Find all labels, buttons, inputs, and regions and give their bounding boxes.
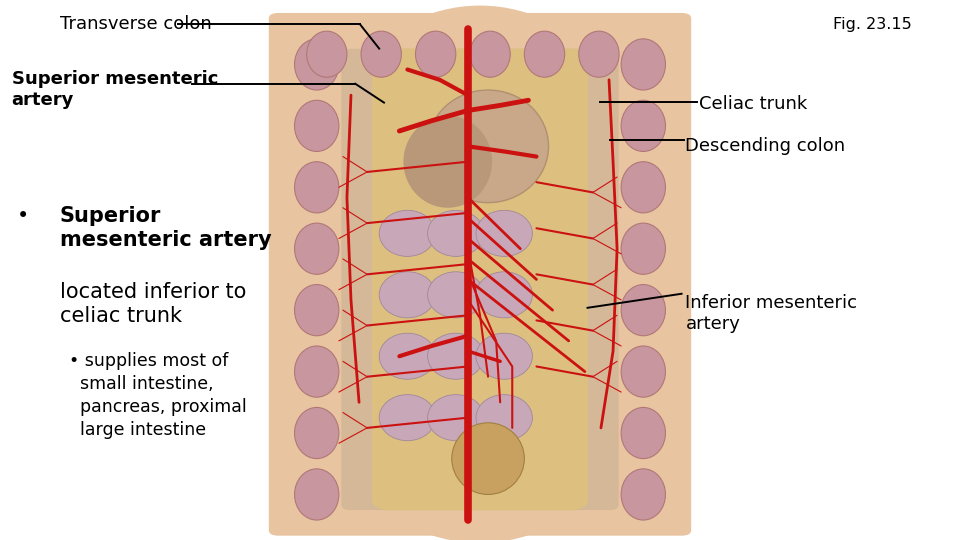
Ellipse shape	[379, 333, 436, 379]
Ellipse shape	[476, 211, 533, 256]
Ellipse shape	[295, 469, 339, 520]
Text: Superior
mesenteric artery: Superior mesenteric artery	[60, 206, 271, 250]
Ellipse shape	[295, 223, 339, 274]
FancyBboxPatch shape	[269, 13, 691, 536]
Ellipse shape	[403, 116, 492, 208]
FancyBboxPatch shape	[342, 49, 618, 510]
FancyBboxPatch shape	[372, 49, 588, 510]
Ellipse shape	[427, 395, 484, 441]
Ellipse shape	[427, 333, 484, 379]
Ellipse shape	[379, 395, 436, 441]
Ellipse shape	[476, 333, 533, 379]
FancyBboxPatch shape	[312, 38, 648, 521]
Ellipse shape	[469, 31, 511, 77]
Ellipse shape	[295, 285, 339, 336]
Text: Inferior mesenteric
artery: Inferior mesenteric artery	[685, 294, 857, 333]
Ellipse shape	[621, 346, 665, 397]
Ellipse shape	[476, 395, 533, 441]
Ellipse shape	[379, 211, 436, 256]
Ellipse shape	[306, 31, 347, 77]
Text: • supplies most of
  small intestine,
  pancreas, proximal
  large intestine: • supplies most of small intestine, panc…	[69, 352, 247, 439]
Ellipse shape	[379, 272, 436, 318]
Ellipse shape	[621, 223, 665, 274]
Ellipse shape	[621, 469, 665, 520]
Ellipse shape	[621, 39, 665, 90]
Text: •: •	[17, 206, 30, 226]
Ellipse shape	[579, 31, 619, 77]
Ellipse shape	[295, 407, 339, 458]
Ellipse shape	[621, 407, 665, 458]
Ellipse shape	[416, 31, 456, 77]
Ellipse shape	[295, 346, 339, 397]
Ellipse shape	[524, 31, 564, 77]
Text: Superior mesenteric
artery: Superior mesenteric artery	[12, 70, 218, 109]
Ellipse shape	[427, 211, 484, 256]
Ellipse shape	[295, 39, 339, 90]
Text: Transverse colon: Transverse colon	[60, 15, 211, 33]
Ellipse shape	[278, 5, 682, 540]
Text: located inferior to
celiac trunk: located inferior to celiac trunk	[60, 282, 246, 326]
Ellipse shape	[621, 161, 665, 213]
Ellipse shape	[295, 161, 339, 213]
Text: Descending colon: Descending colon	[685, 137, 846, 155]
Ellipse shape	[452, 423, 524, 495]
Ellipse shape	[295, 100, 339, 151]
Ellipse shape	[361, 31, 401, 77]
Ellipse shape	[621, 285, 665, 336]
Text: Celiac trunk: Celiac trunk	[699, 94, 807, 113]
Ellipse shape	[476, 272, 533, 318]
Ellipse shape	[621, 100, 665, 151]
Ellipse shape	[427, 272, 484, 318]
Text: Fig. 23.15: Fig. 23.15	[833, 17, 912, 32]
Ellipse shape	[427, 90, 548, 202]
